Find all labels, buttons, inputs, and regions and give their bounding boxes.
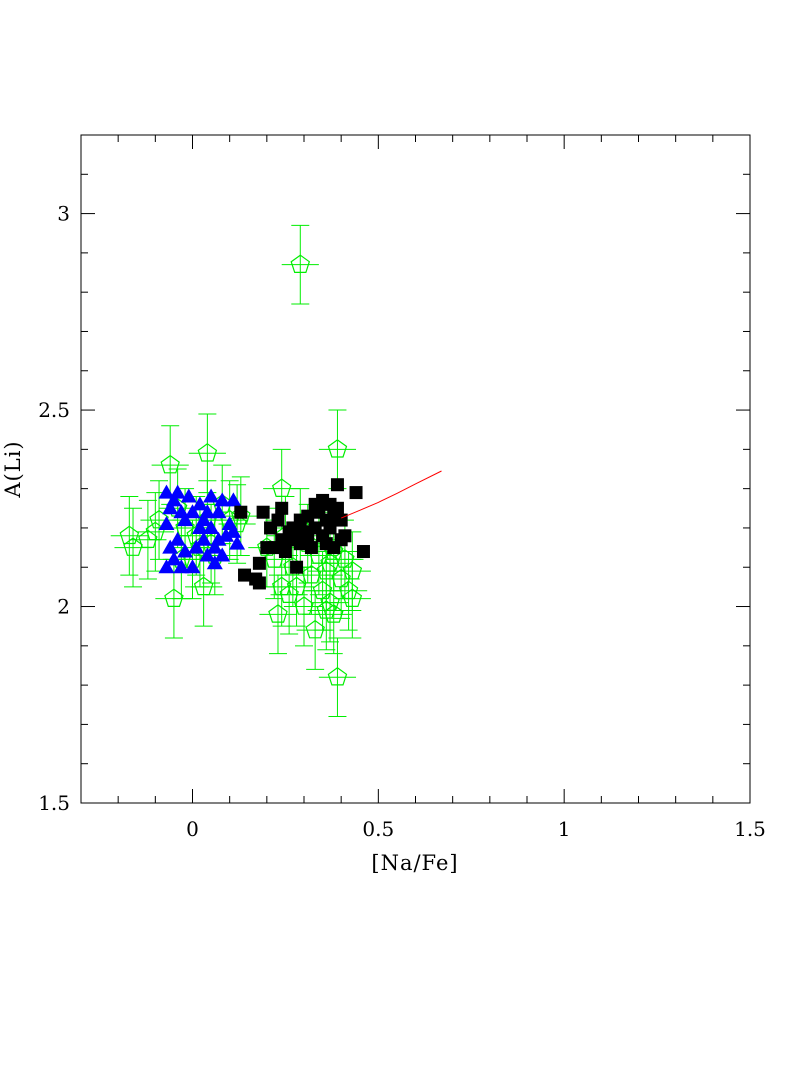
- triangle-point: [180, 488, 197, 503]
- square-point: [252, 576, 266, 590]
- y-tick-label: 2: [57, 595, 70, 619]
- x-tick-label: 1.5: [734, 817, 766, 841]
- triangle-point: [225, 523, 242, 538]
- triangle-point: [188, 539, 205, 554]
- y-tick-label: 3: [57, 202, 70, 226]
- triangle-point: [210, 531, 227, 546]
- triangle-point: [199, 504, 216, 519]
- axis-ticks: [80, 134, 751, 804]
- triangle-point: [184, 504, 201, 519]
- triangle-point: [162, 500, 179, 515]
- square-point: [275, 501, 289, 515]
- axis-labels: [Na/Fe] A(Li) 0 0.5 1 1.5 1.5 2 2.5 3: [1, 202, 766, 875]
- square-point: [338, 529, 352, 543]
- triangle-point: [203, 488, 220, 503]
- y-tick-label: 2.5: [38, 398, 70, 422]
- model-curve: [341, 470, 442, 519]
- square-point: [234, 505, 248, 519]
- triangle-point: [214, 547, 231, 562]
- square-point: [334, 513, 348, 527]
- y-axis-title: A(Li): [1, 440, 25, 498]
- square-point: [278, 545, 292, 559]
- triangle-point: [165, 551, 182, 566]
- triangle-point: [206, 555, 223, 570]
- y-tick-label: 1.5: [38, 791, 70, 815]
- square-point: [256, 505, 270, 519]
- pentagon-marker: [231, 505, 251, 525]
- square-point: [304, 541, 318, 555]
- square-point: [349, 486, 363, 500]
- triangle-point: [195, 512, 212, 527]
- triangle-point: [217, 527, 234, 542]
- square-point: [301, 509, 315, 523]
- pentagon-marker: [327, 667, 348, 686]
- triangle-point: [169, 484, 186, 499]
- triangle-point: [229, 535, 246, 550]
- square-point: [290, 560, 304, 574]
- triangle-point: [158, 484, 175, 499]
- pentagon-point: [318, 409, 357, 490]
- triangle-point: [206, 539, 223, 554]
- triangle-point: [210, 504, 227, 519]
- triangle-point: [191, 519, 208, 534]
- pentagon-point: [188, 413, 226, 494]
- triangle-point: [195, 531, 212, 546]
- pentagon-marker: [342, 560, 363, 580]
- triangle-point: [184, 559, 201, 574]
- x-axis-title: [Na/Fe]: [371, 851, 458, 875]
- triangle-point: [173, 559, 190, 574]
- square-point: [330, 501, 344, 515]
- triangle-point: [191, 496, 208, 511]
- x-tick-label: 0: [186, 817, 199, 841]
- triangle-point: [158, 516, 175, 531]
- pentagon-marker: [149, 509, 169, 529]
- x-tick-label: 1: [558, 817, 571, 841]
- pentagon-marker: [290, 254, 311, 273]
- square-point: [323, 521, 337, 535]
- triangle-point: [225, 492, 242, 507]
- triangle-point: [158, 559, 175, 574]
- triangle-point: [177, 512, 194, 527]
- pentagon-point: [333, 531, 371, 611]
- triangle-point: [169, 531, 186, 546]
- pentagon-marker: [197, 443, 218, 462]
- square-point: [356, 545, 370, 559]
- pentagon-marker: [160, 454, 180, 474]
- square-point: [271, 513, 285, 527]
- pentagon-point: [281, 224, 319, 305]
- x-tick-label: 0.5: [362, 817, 394, 841]
- pentagon-marker: [268, 604, 288, 623]
- triangle-point: [165, 492, 182, 507]
- data-points: [110, 224, 442, 718]
- triangle-point: [162, 539, 179, 554]
- square-point: [252, 556, 266, 570]
- triangle-point: [203, 519, 220, 534]
- pentagon-marker: [327, 439, 348, 458]
- square-point: [238, 568, 252, 582]
- square-point: [330, 478, 344, 492]
- triangle-point: [199, 547, 216, 562]
- triangle-point: [214, 492, 231, 507]
- triangle-point: [177, 543, 194, 558]
